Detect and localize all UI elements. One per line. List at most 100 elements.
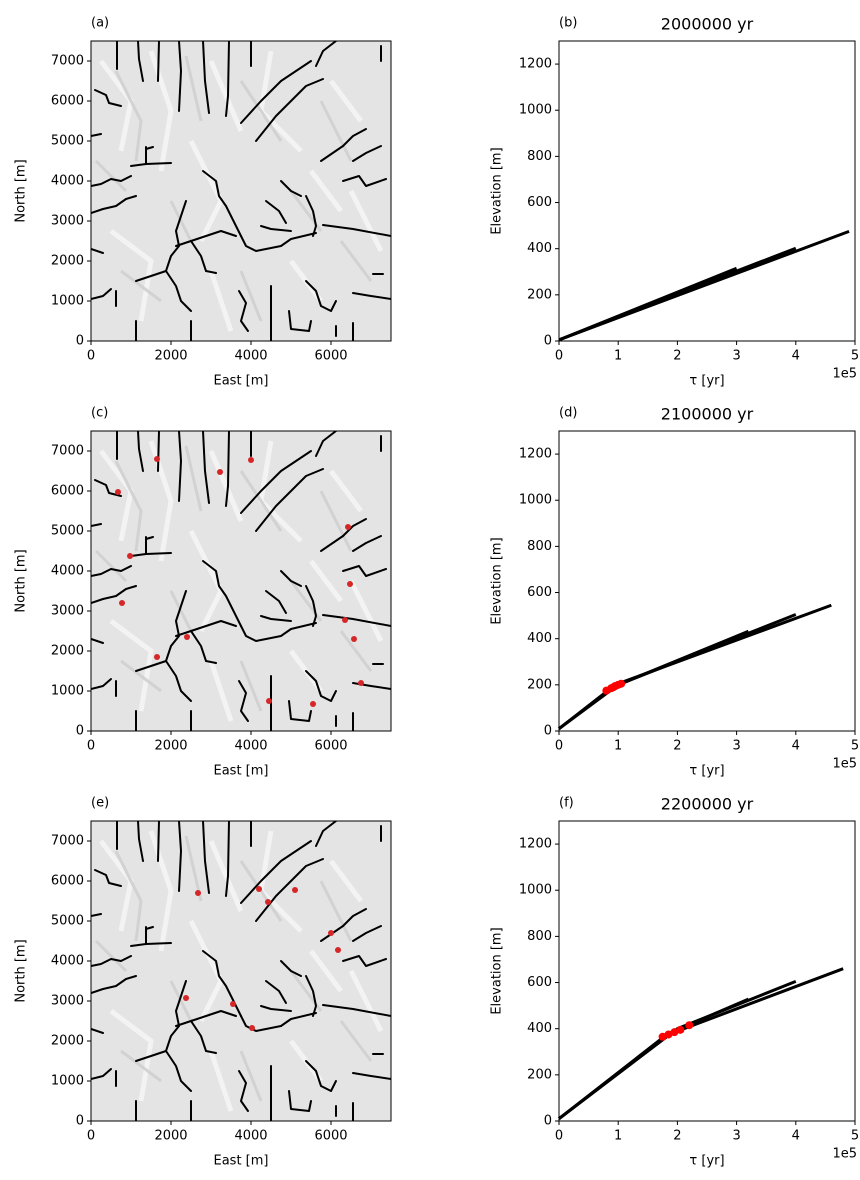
knickpoint: [183, 995, 189, 1001]
y-tick-label: 800: [527, 929, 552, 944]
panel-label: (e): [91, 796, 109, 811]
knickpoint: [115, 489, 121, 495]
knickpoint: [119, 600, 125, 606]
y-tick-label: 1200: [519, 447, 552, 462]
knickpoint: [249, 1025, 255, 1031]
terrain-map: [91, 41, 391, 341]
x-axis-label: East [m]: [214, 374, 269, 389]
y-axis-label: Elevation [m]: [490, 537, 505, 624]
panel-title: 2000000 yr: [661, 15, 754, 34]
y-tick-label: 600: [527, 585, 552, 600]
x-tick-label: 0: [555, 349, 563, 364]
panel-label: (f): [559, 796, 574, 811]
x-tick-label: 4: [792, 349, 800, 364]
y-tick-label: 200: [527, 1067, 552, 1082]
y-tick-label: 5000: [51, 134, 84, 149]
x-axis-label: τ [yr]: [689, 374, 724, 389]
y-tick-label: 6000: [51, 874, 84, 889]
x-tick-label: 2000: [154, 349, 187, 364]
y-tick-label: 3000: [51, 994, 84, 1009]
x-tick-label: 4: [792, 739, 800, 754]
x-tick-label: 4: [792, 1129, 800, 1144]
knickpoint: [609, 683, 617, 691]
y-tick-label: 7000: [51, 444, 84, 459]
x-offset-label: 1e5: [832, 757, 857, 772]
knickpoint: [292, 887, 298, 893]
y-tick-label: 5000: [51, 914, 84, 929]
panel-label: (b): [559, 16, 577, 31]
knickpoint: [342, 617, 348, 623]
knickpoint: [345, 524, 351, 530]
x-tick-label: 2: [673, 1129, 681, 1144]
y-tick-label: 0: [544, 1114, 552, 1129]
y-tick-label: 800: [527, 539, 552, 554]
knickpoint: [335, 947, 341, 953]
knickpoint: [154, 456, 160, 462]
knickpoint: [347, 581, 353, 587]
y-tick-label: 0: [76, 1114, 84, 1129]
y-tick-label: 1000: [51, 684, 84, 699]
panel-label: (c): [91, 406, 108, 421]
x-axis-label: τ [yr]: [689, 764, 724, 779]
x-tick-label: 4000: [234, 1129, 267, 1144]
knickpoint: [184, 634, 190, 640]
panel-title: 2100000 yr: [661, 405, 754, 424]
y-tick-label: 0: [76, 334, 84, 349]
y-tick-label: 800: [527, 149, 552, 164]
y-tick-label: 400: [527, 631, 552, 646]
knickpoint: [127, 553, 133, 559]
knickpoint: [328, 930, 334, 936]
knickpoint: [195, 890, 201, 896]
plot-area: [559, 41, 855, 341]
knickpoint: [230, 1001, 236, 1007]
y-tick-label: 200: [527, 287, 552, 302]
x-tick-label: 0: [555, 1129, 563, 1144]
x-tick-label: 2: [673, 739, 681, 754]
y-tick-label: 2000: [51, 254, 84, 269]
panel-title: 2200000 yr: [661, 795, 754, 814]
x-tick-label: 5: [851, 739, 859, 754]
y-tick-label: 4000: [51, 174, 84, 189]
x-tick-label: 2000: [154, 1129, 187, 1144]
y-axis-label: North [m]: [14, 939, 29, 1002]
x-tick-label: 0: [87, 739, 95, 754]
knickpoint: [358, 680, 364, 686]
x-tick-label: 0: [87, 1129, 95, 1144]
x-tick-label: 3: [732, 739, 740, 754]
x-tick-label: 5: [851, 1129, 859, 1144]
y-tick-label: 600: [527, 195, 552, 210]
x-tick-label: 4000: [234, 739, 267, 754]
knickpoint: [310, 701, 316, 707]
y-tick-label: 1000: [51, 1074, 84, 1089]
y-tick-label: 1000: [519, 883, 552, 898]
knickpoint: [154, 654, 160, 660]
x-tick-label: 1: [614, 739, 622, 754]
figure: 0200040006000010002000300040005000600070…: [0, 0, 860, 1176]
y-tick-label: 3000: [51, 214, 84, 229]
knickpoint: [685, 1021, 693, 1029]
y-axis-label: Elevation [m]: [490, 927, 505, 1014]
knickpoint: [676, 1026, 684, 1034]
x-axis-label: τ [yr]: [689, 1154, 724, 1169]
y-axis-label: Elevation [m]: [490, 147, 505, 234]
y-tick-label: 1200: [519, 57, 552, 72]
panel-label: (a): [91, 16, 109, 31]
x-tick-label: 6000: [314, 739, 347, 754]
x-tick-label: 2: [673, 349, 681, 364]
x-tick-label: 3: [732, 349, 740, 364]
x-offset-label: 1e5: [832, 367, 857, 382]
x-offset-label: 1e5: [832, 1147, 857, 1162]
y-tick-label: 1000: [519, 103, 552, 118]
y-tick-label: 1000: [51, 294, 84, 309]
y-tick-label: 7000: [51, 54, 84, 69]
y-tick-label: 5000: [51, 524, 84, 539]
x-tick-label: 1: [614, 1129, 622, 1144]
plot-area: [559, 821, 855, 1121]
x-tick-label: 2000: [154, 739, 187, 754]
y-tick-label: 1200: [519, 837, 552, 852]
